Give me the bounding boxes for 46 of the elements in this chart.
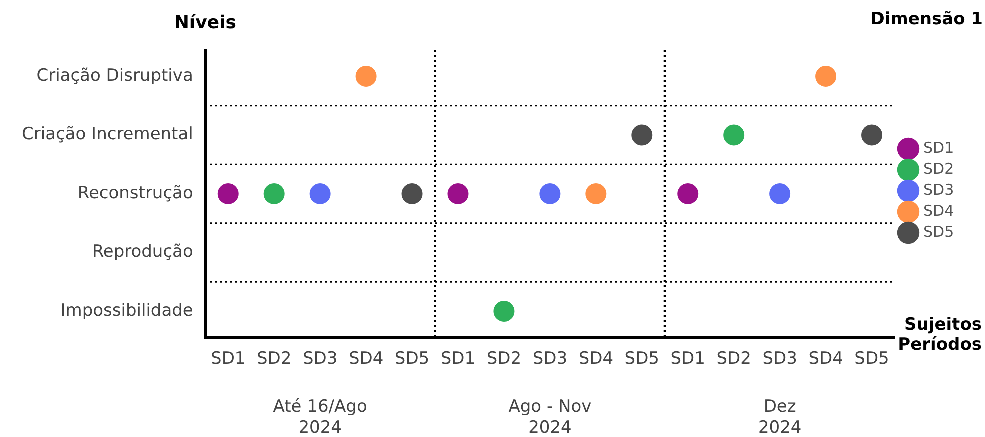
point [770, 184, 791, 204]
point [264, 184, 285, 204]
category-label: Reconstrução [78, 183, 194, 204]
category-label: Reprodução [92, 242, 194, 262]
point [218, 184, 239, 204]
x-tick-label: SD1 [440, 349, 476, 370]
point [862, 124, 883, 146]
x-tick-label: SD2 [716, 349, 752, 370]
point [540, 184, 561, 204]
legend-label: SD5 [924, 222, 954, 241]
text: Ago - Nov 2024 [508, 397, 592, 437]
x-tick-label: SD2 [486, 349, 522, 370]
legend-label: SD4 [924, 202, 954, 220]
x-tick-label: SD4 [348, 349, 384, 370]
point [632, 124, 653, 146]
x-tick-label: SD5 [854, 349, 890, 370]
point [402, 184, 423, 204]
legend-label: SD2 [924, 160, 954, 178]
legend-label: SD1 [924, 138, 954, 157]
x-tick-label: SD3 [762, 349, 798, 370]
x-tick-label: SD3 [302, 349, 338, 370]
x-tick-label: SD4 [808, 349, 844, 370]
point [356, 66, 377, 88]
y-axis-title: Níveis [174, 12, 236, 34]
category-label: Criação Disruptiva [36, 66, 194, 86]
text: Dez 2024 [758, 397, 802, 437]
category-label: Impossibilidade [60, 300, 194, 321]
x-axis-title: Sujeitos Períodos [898, 315, 982, 356]
x-tick-label: SD4 [578, 349, 614, 370]
point [494, 300, 515, 322]
category-label: Criação Incremental [22, 124, 194, 145]
x-tick-label: SD1 [211, 349, 246, 370]
text: Até 16/Ago 2024 [273, 397, 368, 437]
point [448, 184, 469, 204]
x-tick-label: SD1 [670, 349, 706, 370]
x-tick-label: SD2 [256, 349, 292, 370]
x-tick-label: SD5 [624, 349, 660, 370]
point [586, 184, 607, 204]
chart-title: Dimensão 1 [870, 10, 983, 30]
x-tick-label: SD3 [532, 349, 568, 370]
point [310, 184, 331, 204]
point [678, 184, 699, 204]
x-tick-label: SD5 [394, 349, 430, 370]
point [724, 124, 745, 146]
point [816, 66, 837, 88]
legend-label: SD3 [924, 180, 954, 199]
